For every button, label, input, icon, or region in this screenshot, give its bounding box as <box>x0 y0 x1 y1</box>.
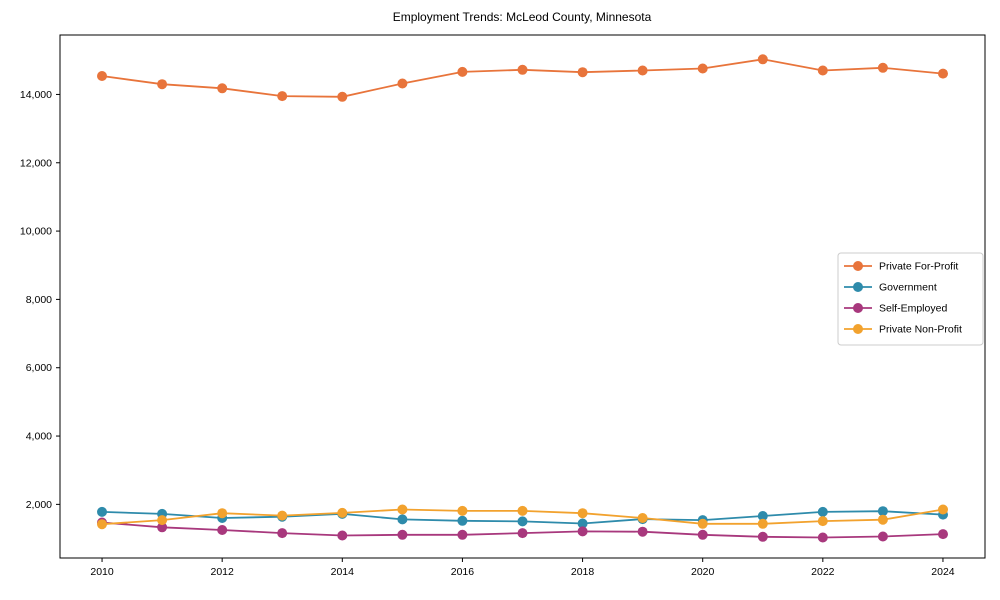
data-point-marker <box>517 516 528 527</box>
data-point-marker <box>457 529 468 540</box>
legend-box <box>837 252 984 346</box>
data-point-marker <box>157 79 168 90</box>
data-point-marker <box>517 528 528 539</box>
chart-title: Employment Trends: McLeod County, Minnes… <box>393 10 652 24</box>
data-point-marker <box>277 528 288 539</box>
data-point-marker <box>397 529 408 540</box>
y-tick-label: 12,000 <box>20 157 52 169</box>
y-tick-label: 6,000 <box>26 362 52 374</box>
legend-label: Private For-Profit <box>879 261 958 273</box>
data-point-marker <box>697 63 708 74</box>
x-tick-label: 2010 <box>90 566 114 578</box>
legend-marker-dot <box>853 282 863 292</box>
y-tick-label: 8,000 <box>26 294 52 306</box>
data-point-marker <box>337 530 348 541</box>
data-point-marker <box>697 518 708 529</box>
data-point-marker <box>217 508 228 519</box>
plot-area: 2010 2012 2014 2016 2018 2020 2022 2024 2,000 4,0… <box>20 34 986 578</box>
data-point-marker <box>397 78 408 89</box>
data-point-marker <box>97 519 107 530</box>
data-point-marker <box>938 529 948 540</box>
data-point-marker <box>217 83 228 94</box>
data-point-marker <box>337 507 348 518</box>
data-point-marker <box>97 71 107 81</box>
y-tick-label: 2,000 <box>26 499 52 511</box>
data-point-marker <box>877 531 888 542</box>
data-point-marker <box>877 514 888 525</box>
data-point-marker <box>217 525 228 535</box>
legend: Private For-Profit Government Self-Employe… <box>837 252 984 346</box>
legend-marker-dot <box>853 324 863 334</box>
data-point-marker <box>577 526 588 537</box>
data-point-marker <box>817 506 828 517</box>
legend-label: Self-Employed <box>879 303 947 315</box>
data-point-marker <box>877 62 888 73</box>
x-tick-label: 2014 <box>331 566 355 578</box>
legend-label: Government <box>879 282 937 294</box>
data-point-marker <box>757 54 768 65</box>
axes-spines <box>59 34 986 559</box>
data-point-marker <box>277 91 288 102</box>
data-point-marker <box>457 505 468 516</box>
legend-marker-dot <box>853 303 863 313</box>
data-point-marker <box>457 515 468 526</box>
data-point-marker <box>817 65 828 76</box>
data-point-marker <box>877 506 888 517</box>
y-tick-label: 14,000 <box>20 89 52 101</box>
data-point-marker <box>397 514 408 525</box>
x-tick-label: 2024 <box>931 566 955 578</box>
data-point-marker <box>577 518 588 529</box>
legend-marker-dot <box>853 261 863 271</box>
data-point-marker <box>817 516 828 527</box>
data-point-marker <box>577 67 588 78</box>
x-tick-label: 2022 <box>811 566 835 578</box>
x-tick-label: 2018 <box>571 566 595 578</box>
data-point-marker <box>457 66 468 77</box>
data-point-marker <box>757 518 768 529</box>
x-tick-label: 2020 <box>691 566 715 578</box>
legend-label: Private Non-Profit <box>879 324 962 336</box>
data-point-marker <box>637 65 648 76</box>
data-point-marker <box>938 504 948 515</box>
data-point-marker <box>517 505 528 516</box>
data-point-marker <box>697 529 708 540</box>
y-tick-label: 10,000 <box>20 226 52 238</box>
data-point-marker <box>157 515 168 526</box>
data-point-marker <box>938 68 948 79</box>
data-point-marker <box>757 531 768 542</box>
data-point-marker <box>577 508 588 519</box>
data-point-marker <box>337 91 348 102</box>
x-tick-label: 2016 <box>451 566 475 578</box>
y-tick-label: 4,000 <box>26 431 52 443</box>
data-point-marker <box>97 506 107 517</box>
data-point-marker <box>157 522 168 533</box>
data-point-marker <box>277 510 288 521</box>
data-point-marker <box>817 532 828 543</box>
x-tick-label: 2012 <box>210 566 234 578</box>
data-point-marker <box>637 513 648 523</box>
data-point-marker <box>757 511 768 521</box>
data-point-marker <box>637 526 648 537</box>
data-point-marker <box>517 64 528 75</box>
data-point-marker <box>397 504 408 515</box>
